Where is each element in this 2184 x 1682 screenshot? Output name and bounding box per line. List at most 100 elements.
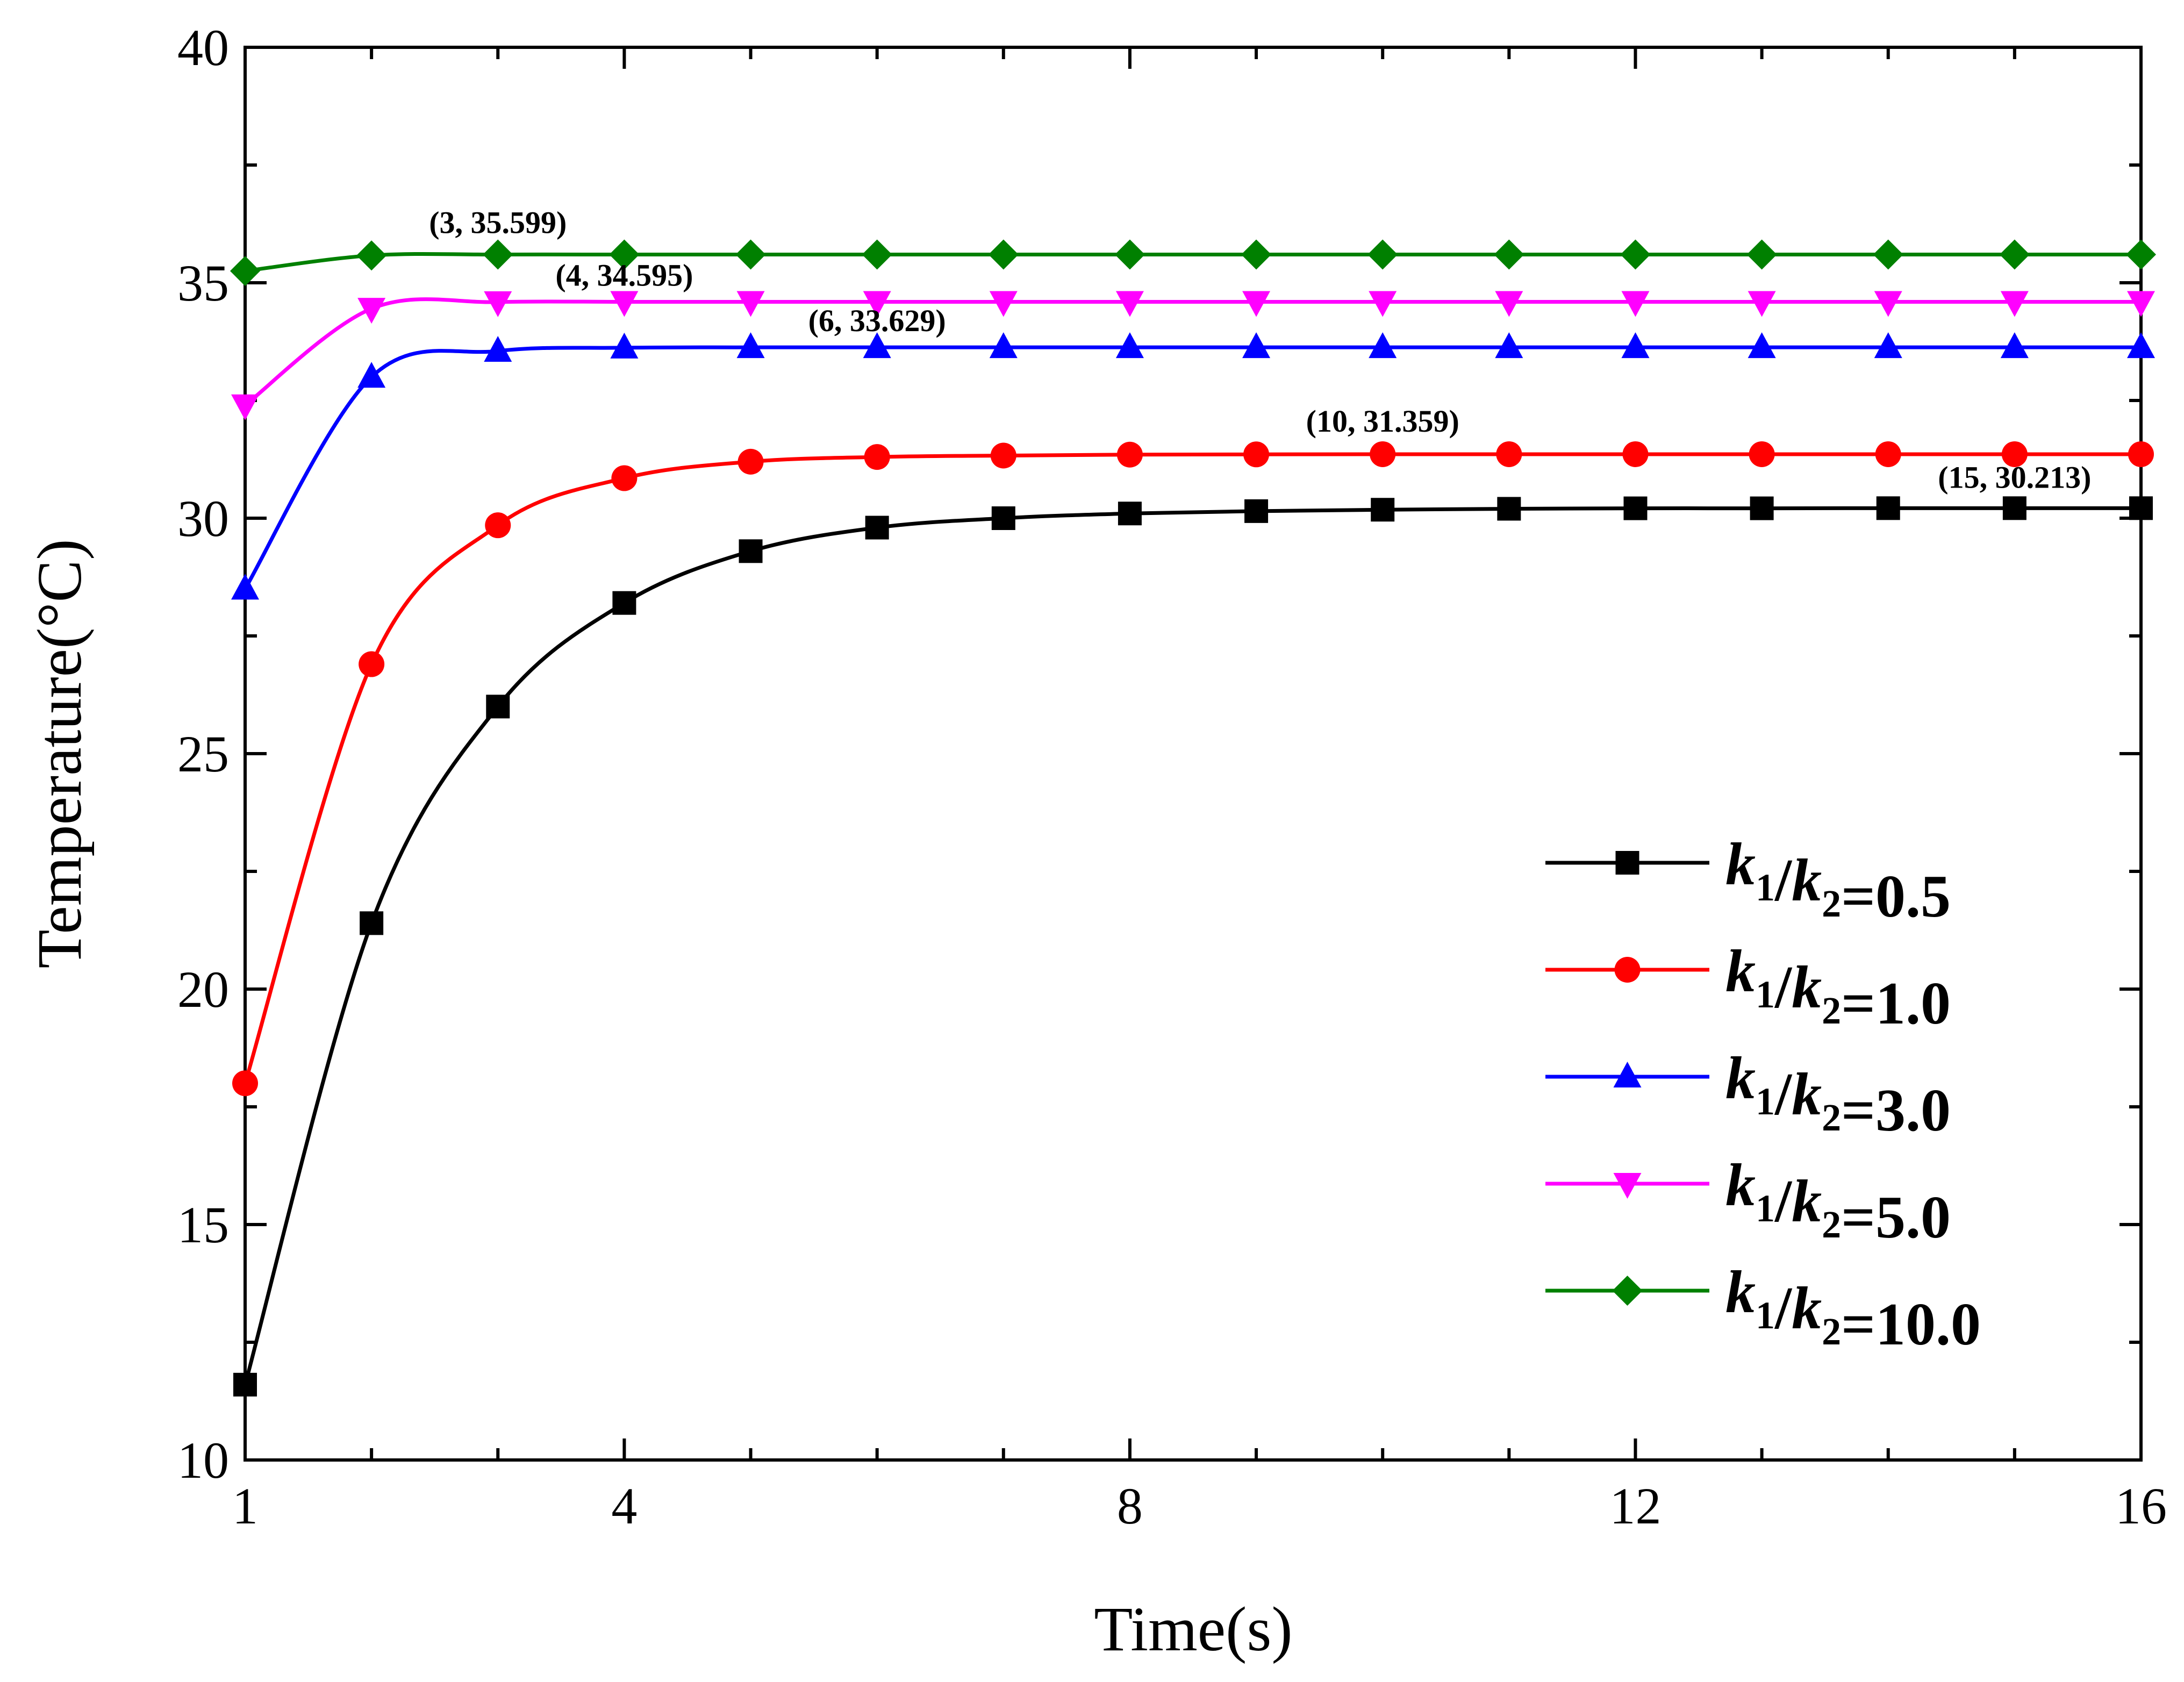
- data-point-circle: [485, 512, 511, 539]
- data-point-diamond: [1999, 239, 2030, 270]
- series-markers: [230, 239, 2156, 1397]
- data-point-circle: [990, 442, 1016, 469]
- data-point-triangle-up: [1621, 332, 1650, 359]
- y-tick-label: 20: [177, 961, 229, 1018]
- data-point-diamond: [356, 240, 387, 271]
- data-point-triangle-up: [1874, 332, 1902, 359]
- data-point-triangle-down: [484, 291, 512, 317]
- data-point-triangle-down: [863, 291, 891, 317]
- data-point-triangle-down: [989, 291, 1018, 317]
- data-point-square: [2129, 496, 2153, 520]
- data-point-triangle-down: [1621, 291, 1650, 317]
- data-point-triangle-up: [2000, 332, 2029, 359]
- y-tick-label: 25: [177, 725, 229, 783]
- data-point-square: [612, 591, 636, 615]
- data-point-circle: [1614, 957, 1641, 983]
- axis-ticks: 1 4 8 12 16 10 15 20 25 30 35 40: [177, 19, 2167, 1535]
- data-point-triangle-up: [736, 332, 765, 359]
- y-tick-label: 15: [177, 1196, 229, 1254]
- data-point-triangle-up: [1495, 332, 1523, 359]
- data-point-triangle-down: [1242, 291, 1271, 317]
- data-point-triangle-up: [484, 336, 512, 362]
- legend-item: k1/k2=1.0: [1545, 938, 1951, 1037]
- y-tick-label: 40: [177, 19, 229, 76]
- y-tick-label: 35: [177, 254, 229, 312]
- data-point-triangle-down: [2000, 291, 2029, 317]
- data-point-triangle-up: [1369, 332, 1397, 359]
- data-point-circle: [1875, 441, 1901, 467]
- x-axis-title: Time(s): [1094, 1594, 1292, 1664]
- series-line-4: [245, 252, 2141, 273]
- data-point-square: [1497, 497, 1521, 521]
- data-point-circle: [1749, 441, 1775, 467]
- legend-label: k1/k2=5.0: [1725, 1152, 1951, 1251]
- data-point-circle: [1370, 441, 1396, 467]
- data-point-triangle-down: [1495, 291, 1523, 317]
- data-point-triangle-up: [610, 332, 639, 359]
- data-point-circle: [2128, 441, 2154, 467]
- legend-label: k1/k2=0.5: [1725, 831, 1951, 930]
- legend-label: k1/k2=10.0: [1725, 1259, 1981, 1358]
- data-point-triangle-up: [2127, 332, 2155, 359]
- data-point-diamond: [609, 239, 640, 270]
- data-point-triangle-down: [231, 394, 259, 420]
- data-point-square: [1118, 502, 1142, 526]
- data-point-diamond: [483, 239, 513, 270]
- data-point-triangle-up: [231, 574, 259, 600]
- data-point-square: [865, 516, 889, 540]
- data-point-triangle-down: [2127, 291, 2155, 317]
- data-point-square: [1615, 851, 1639, 875]
- data-point-circle: [2001, 441, 2028, 467]
- data-point-square: [1876, 496, 1900, 520]
- annotation-label: (3, 35.599): [429, 205, 567, 240]
- data-point-circle: [359, 651, 385, 677]
- data-point-square: [233, 1372, 257, 1397]
- legend-item: k1/k2=5.0: [1545, 1152, 1951, 1251]
- data-point-circle: [737, 448, 764, 475]
- legend-label: k1/k2=1.0: [1725, 938, 1951, 1037]
- series-line-2: [243, 345, 2141, 590]
- data-point-circle: [1496, 441, 1522, 467]
- data-point-square: [486, 695, 510, 719]
- data-point-triangle-up: [1748, 332, 1776, 359]
- data-point-square: [1244, 499, 1269, 523]
- data-point-triangle-down: [1115, 291, 1144, 317]
- data-point-triangle-down: [610, 291, 639, 317]
- data-point-triangle-up: [1115, 332, 1144, 359]
- data-point-diamond: [230, 256, 260, 287]
- data-point-diamond: [1494, 239, 1524, 270]
- x-tick-label: 4: [611, 1477, 637, 1535]
- data-point-square: [1623, 496, 1648, 520]
- data-point-triangle-up: [989, 332, 1018, 359]
- data-point-circle: [864, 444, 890, 470]
- annotation-label: (4, 34.595): [555, 257, 693, 292]
- annotation-label: (10, 31.359): [1306, 404, 1459, 439]
- series-line-3: [244, 297, 2141, 407]
- data-point-triangle-up: [863, 332, 891, 359]
- data-point-diamond: [735, 239, 766, 270]
- annotation-label: (6, 33.629): [808, 303, 946, 338]
- data-point-triangle-down: [736, 291, 765, 317]
- data-point-diamond: [2126, 239, 2156, 270]
- data-point-square: [360, 911, 384, 935]
- data-point-circle: [1116, 441, 1143, 468]
- data-point-diamond: [1873, 239, 1903, 270]
- legend-item: k1/k2=10.0: [1545, 1259, 1981, 1358]
- data-point-diamond: [1620, 239, 1651, 270]
- legend-item: k1/k2=3.0: [1545, 1045, 1951, 1144]
- y-tick-label: 30: [177, 490, 229, 547]
- data-point-triangle-down: [1748, 291, 1776, 317]
- y-axis-title: Temperature(°C): [24, 539, 95, 969]
- x-tick-label: 12: [1609, 1477, 1661, 1535]
- data-point-triangle-down: [1613, 1173, 1642, 1199]
- legend-item: k1/k2=0.5: [1545, 831, 1951, 930]
- data-point-diamond: [1114, 239, 1145, 270]
- legend: k1/k2=0.5k1/k2=1.0k1/k2=3.0k1/k2=5.0k1/k…: [1545, 831, 1981, 1358]
- data-point-triangle-down: [357, 298, 386, 324]
- data-point-square: [991, 506, 1015, 530]
- x-tick-label: 16: [2115, 1477, 2167, 1535]
- data-point-diamond: [1367, 239, 1398, 270]
- data-point-circle: [232, 1070, 258, 1097]
- data-point-triangle-down: [1874, 291, 1902, 317]
